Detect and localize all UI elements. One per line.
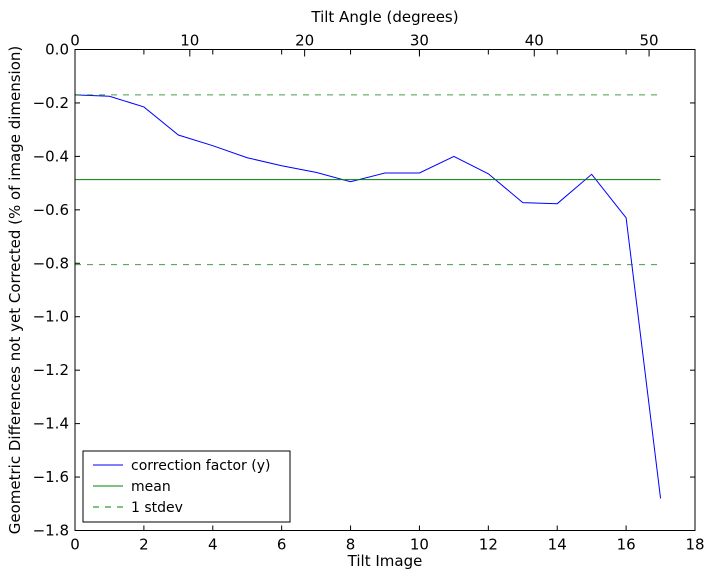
legend-label: 1 stdev [131,500,183,516]
x-tick-label: 16 [617,536,636,554]
y-tick-label: 0.0 [45,41,69,59]
x-tick-label: 6 [277,536,287,554]
ticks-layer: 0 2 4 6 8 10 12 14 16 18 0 10 20 30 40 50 0.0 −0.2 −0.4 −0.… [33,32,705,554]
x-tick-label: 4 [208,536,218,554]
x-top-tick-label: 0 [70,32,80,50]
x-top-tick-label: 50 [640,32,659,50]
y-tick-label: −0.2 [33,94,69,112]
x-tick-label: 14 [548,536,567,554]
y-tick-label: −1.2 [33,361,69,379]
x-top-tick-label: 20 [295,32,314,50]
y-axis-label: Geometric Differences not yet Corrected … [6,46,24,535]
x-tick-label: 0 [70,536,80,554]
y-tick-label: −0.8 [33,254,69,272]
legend-label: correction factor (y) [131,458,270,474]
plot-frame [74,49,696,531]
x-top-tick-label: 10 [180,32,199,50]
x-top-tick-label: 30 [410,32,429,50]
x-top-tick-label: 40 [525,32,544,50]
x-tick-label: 2 [139,536,149,554]
y-tick-label: −1.6 [33,468,69,486]
y-tick-label: −1.0 [33,308,69,326]
series-line-correction-factor-y [74,94,662,499]
x-tick-label: 10 [410,536,429,554]
x-tick-label: 18 [685,536,704,554]
y-tick-label: −0.6 [33,201,69,219]
y-tick-label: −0.4 [33,147,69,165]
legend: correction factor (y) mean 1 stdev [82,450,291,523]
plot-content [74,94,662,499]
x-top-axis-label: Tilt Angle (degrees) [310,8,458,26]
x-tick-label: 8 [346,536,356,554]
y-tick-label: −1.8 [33,522,69,540]
y-tick-label: −1.4 [33,415,69,433]
x-tick-label: 12 [479,536,498,554]
legend-label: mean [131,479,171,495]
x-axis-label: Tilt Image [347,552,423,570]
